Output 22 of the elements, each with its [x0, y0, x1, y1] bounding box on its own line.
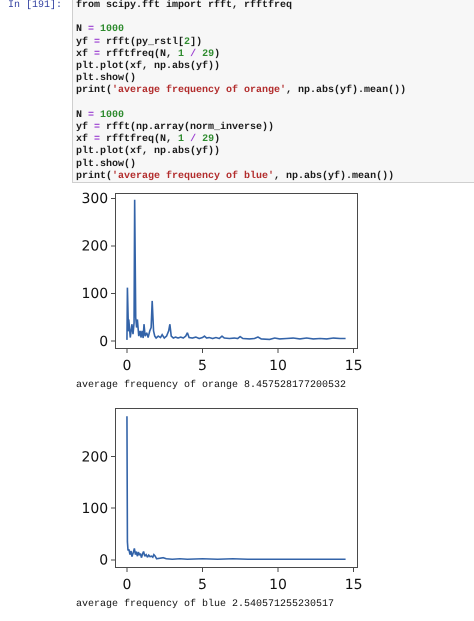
text: average frequency of blue 2.540571255230517	[76, 599, 334, 611]
text: N = 1000 yf = rfft(py_rstl[2]) xf = rfftfreq(N, 1 / 29) plt.plot(xf, np.abs(yf)) plt.show() print('average frequency of orange', np.abs(yf).mean())	[76, 24, 406, 96]
text: In [191]:	[8, 0, 62, 12]
y-tick-label: 0	[99, 552, 108, 569]
text: N = 1000 yf = rfft(np.array(norm_inverse)) xf = rfftfreq(N, 1 / 29) plt.plot(xf, np.abs(yf)) plt.show() print('average frequency of blue', np.abs(yf).mean())	[76, 110, 394, 182]
x-tick-label: 5	[198, 576, 207, 593]
line-series	[126, 415, 346, 560]
x-tick-label: 15	[344, 576, 363, 593]
y-tick-label: 200	[81, 238, 108, 255]
y-tick-label: 100	[81, 501, 108, 518]
line-series	[126, 198, 346, 341]
x-tick-label: 5	[198, 358, 207, 374]
x-tick-label: 10	[269, 358, 287, 374]
x-tick-label: 10	[269, 576, 287, 593]
y-tick-label: 100	[81, 286, 108, 302]
y-tick-label: 200	[81, 449, 108, 466]
y-tick-label: 300	[81, 191, 108, 208]
text: average frequency of orange 8.457528177200532	[76, 380, 346, 392]
x-tick-label: 15	[344, 358, 363, 374]
x-tick-label: 0	[122, 576, 132, 593]
y-tick-label: 0	[99, 334, 108, 350]
x-tick-label: 0	[122, 358, 132, 374]
